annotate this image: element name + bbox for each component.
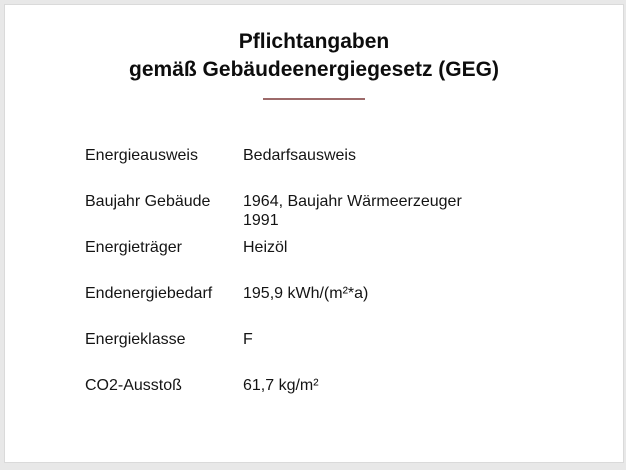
info-row-co2-ausstoss: CO2-Ausstoß 61,7 kg/m² [85,376,623,422]
field-value: 195,9 kWh/(m²*a) [243,285,369,302]
field-label: Energieklasse [85,331,186,348]
field-value: 61,7 kg/m² [243,377,319,394]
field-value: Bedarfsausweis [243,147,356,164]
field-value: Heizöl [243,239,288,256]
info-row-energietraeger: Energieträger Heizöl [85,238,623,284]
field-label: CO2-Ausstoß [85,377,182,394]
info-row-energieklasse: Energieklasse F [85,330,623,376]
page-title: Pflichtangaben gemäß Gebäudeenergiegeset… [5,28,623,84]
page-title-line1: Pflichtangaben [238,30,390,53]
field-label: Baujahr Gebäude [85,193,211,210]
field-label: Energieausweis [85,147,198,164]
title-divider [263,98,365,100]
field-label: Energieträger [85,239,182,256]
info-row-baujahr: Baujahr Gebäude 1964, Baujahr Wärmeerzeu… [85,192,623,238]
info-row-energieausweis: Energieausweis Bedarfsausweis [85,146,623,192]
document-page: Pflichtangaben gemäß Gebäudeenergiegeset… [4,4,624,463]
info-table: Energieausweis Bedarfsausweis Baujahr Ge… [5,146,623,422]
info-row-endenergiebedarf: Endenergiebedarf 195,9 kWh/(m²*a) [85,284,623,330]
field-value: F [243,331,253,348]
field-label: Endenergiebedarf [85,285,213,302]
field-value: 1964, Baujahr Wärmeerzeuger 1991 [243,193,462,229]
page-title-line2: gemäß Gebäudeenergiegesetz (GEG) [129,58,499,81]
